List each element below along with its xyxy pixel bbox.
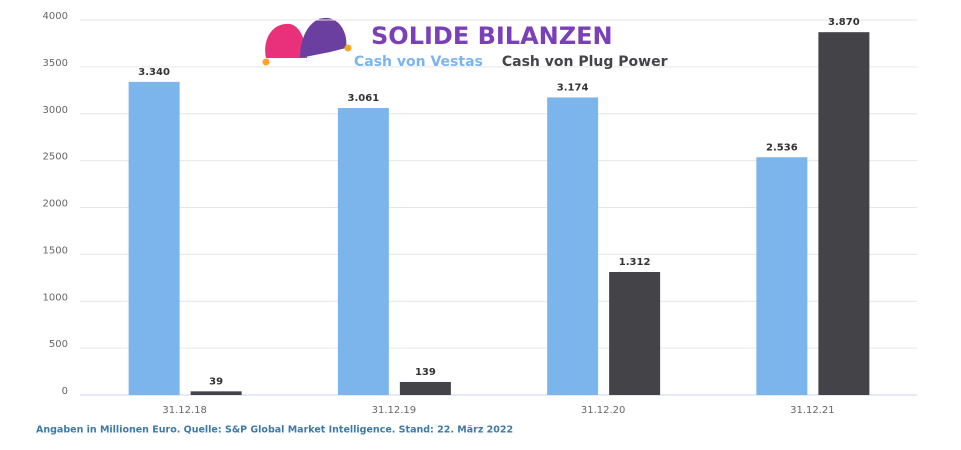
y-tick-label: 500 — [49, 339, 68, 350]
value-label: 3.870 — [828, 17, 860, 28]
y-tick-label: 1000 — [43, 292, 68, 303]
value-label: 2.536 — [766, 142, 798, 153]
bar — [128, 81, 180, 395]
x-tick-label: 31.12.21 — [790, 405, 835, 416]
value-label: 3.340 — [138, 67, 170, 78]
bar — [609, 272, 661, 395]
y-tick-label: 0 — [62, 386, 68, 397]
y-tick-label: 3000 — [43, 105, 68, 116]
legend-label[interactable]: Cash von Vestas — [354, 54, 483, 70]
x-tick-label: 31.12.20 — [581, 405, 626, 416]
value-label: 3.174 — [557, 82, 589, 93]
footnote: Angaben in Millionen Euro. Quelle: S&P G… — [36, 425, 513, 436]
logo — [262, 17, 352, 66]
bar — [337, 108, 389, 395]
value-label: 39 — [209, 376, 223, 387]
value-label: 3.061 — [348, 93, 380, 104]
y-tick-label: 2500 — [43, 152, 68, 163]
value-label: 139 — [415, 367, 436, 378]
bar — [399, 381, 451, 395]
bar — [547, 97, 599, 395]
bar — [756, 157, 808, 395]
y-tick-label: 2000 — [43, 199, 68, 210]
legend-label[interactable]: Cash von Plug Power — [502, 54, 668, 70]
bar — [190, 391, 242, 395]
y-tick-label: 4000 — [43, 11, 68, 22]
bar — [818, 32, 870, 395]
value-label: 1.312 — [619, 257, 651, 268]
y-tick-label: 3500 — [43, 58, 68, 69]
chart-title: SOLIDE BILANZEN — [371, 22, 613, 50]
x-tick-label: 31.12.19 — [372, 405, 417, 416]
y-tick-label: 1500 — [43, 245, 68, 256]
x-tick-label: 31.12.18 — [162, 405, 207, 416]
